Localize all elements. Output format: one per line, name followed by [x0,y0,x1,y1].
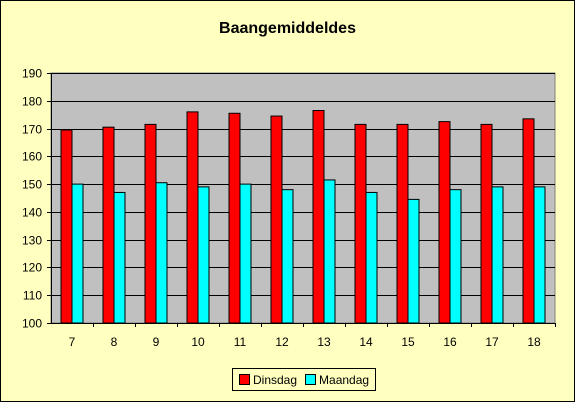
bar-dinsdag [186,111,199,324]
x-tick-label: 12 [275,335,289,349]
x-tick-label: 8 [111,335,118,349]
bar-dinsdag [396,123,409,324]
bar-dinsdag [438,121,451,324]
plot-area [50,72,556,324]
bar-dinsdag [354,123,367,324]
y-tick-label: 130 [22,234,42,248]
x-tick-label: 18 [527,335,541,349]
x-tick-label: 10 [191,335,205,349]
bar-dinsdag [102,126,115,324]
x-tick-label: 13 [317,335,331,349]
chart-title: Baangemiddeldes [219,20,356,37]
bar-maandag [449,189,462,324]
bar-maandag [323,179,336,324]
legend-swatch-dinsdag [239,374,250,385]
bar-maandag [113,191,126,324]
y-tick-label: 120 [22,261,42,275]
bar-dinsdag [60,129,73,324]
x-tick-label: 17 [485,335,499,349]
bar-maandag [197,186,210,324]
bar-maandag [281,189,294,324]
bar-maandag [239,183,252,324]
bar-dinsdag [228,112,241,324]
x-tick-label: 7 [69,335,76,349]
bar-dinsdag [522,118,535,324]
legend-swatch-maandag [305,374,317,385]
bar-maandag [71,183,84,324]
bar-dinsdag [312,110,325,324]
chart-legend: Dinsdag Maandag [232,368,377,391]
y-tick-label: 160 [22,150,42,164]
y-tick-label: 110 [23,289,42,303]
y-tick-label: 190 [22,67,42,81]
y-tick-label: 180 [22,95,42,109]
bar-dinsdag [270,115,283,324]
x-tick-label: 9 [153,335,160,349]
y-tick-label: 140 [22,206,42,220]
legend-item-dinsdag: Dinsdag [239,373,297,387]
bar-maandag [491,186,504,324]
y-tick-label: 170 [22,123,42,137]
bar-maandag [407,198,420,324]
x-tick-label: 11 [234,335,247,349]
legend-label-dinsdag: Dinsdag [253,372,298,387]
y-tick-label: 150 [22,178,42,192]
x-tick-label: 14 [359,335,373,349]
bar-dinsdag [144,123,157,324]
x-tick-label: 16 [443,335,457,349]
bar-dinsdag [480,123,493,324]
legend-item-maandag: Maandag [305,373,369,387]
x-tick-label: 15 [401,335,415,349]
bar-maandag [155,182,168,324]
legend-label-maandag: Maandag [319,372,370,387]
y-tick-label: 100 [22,317,42,331]
bar-maandag [365,191,378,324]
bar-maandag [533,186,546,324]
